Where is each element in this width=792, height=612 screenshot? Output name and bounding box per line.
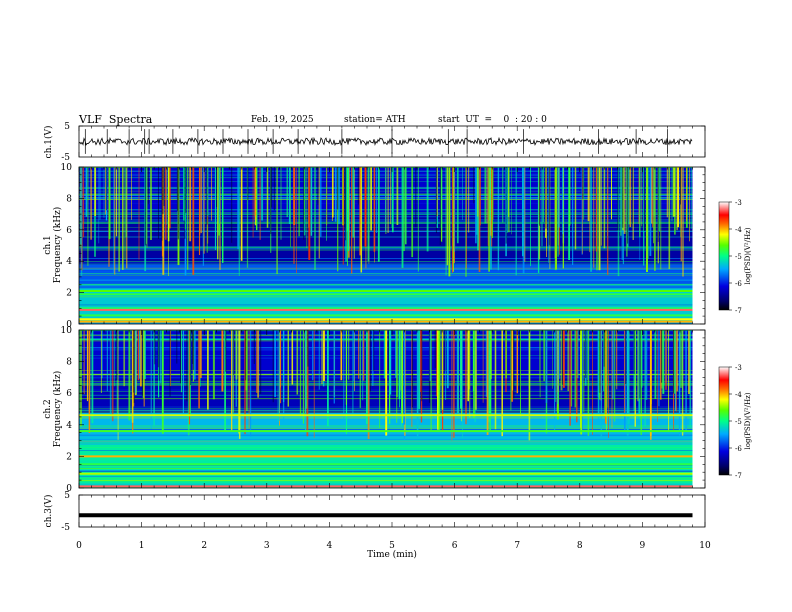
y-tick-label: 5 bbox=[64, 122, 70, 132]
no-data-region bbox=[692, 167, 705, 324]
x-tick-label: 3 bbox=[264, 541, 270, 551]
x-tick-label: 4 bbox=[327, 541, 333, 551]
y-tick-label: 10 bbox=[61, 163, 73, 173]
spectrogram-background-row bbox=[79, 296, 693, 301]
no-data-region bbox=[692, 330, 705, 488]
colorbar-tick-label: -5 bbox=[735, 418, 742, 426]
ch1-spectrogram-ylabel: ch.1Frequency (kHz) bbox=[43, 207, 63, 284]
spectrogram-background-row bbox=[79, 280, 693, 286]
ch1-spectrogram bbox=[79, 167, 705, 324]
x-tick-label: 2 bbox=[201, 541, 207, 551]
y-tick-label: 5 bbox=[64, 491, 70, 501]
spectrogram-background-row bbox=[79, 460, 693, 465]
y-tick-label: -5 bbox=[61, 153, 70, 163]
axis-ticks: 0 1 2 3 4 5 6 7 8 9 10024681002468105-55-5-3-4-5-6… bbox=[61, 122, 743, 551]
y-tick-label: 6 bbox=[66, 226, 72, 236]
spectrogram-background-row bbox=[79, 233, 693, 239]
ch1-colorbar-gradient bbox=[718, 201, 730, 311]
x-tick-label: 7 bbox=[514, 541, 520, 551]
y-tick-label: 4 bbox=[66, 421, 72, 431]
spectrogram-background-row bbox=[79, 456, 693, 461]
ch1-colorbar bbox=[718, 201, 730, 311]
x-tick-label: 1 bbox=[139, 541, 145, 551]
spectrogram-background-row bbox=[79, 304, 693, 309]
y-tick-label: 2 bbox=[66, 289, 72, 299]
spectrogram-background-row bbox=[79, 261, 693, 266]
colorbar-tick-label: -6 bbox=[735, 445, 742, 453]
y-tick-label: 2 bbox=[66, 452, 72, 462]
y-tick-label: 0 bbox=[66, 484, 72, 494]
ch2-colorbar bbox=[718, 366, 730, 476]
date-label: Feb. 19, 2025 bbox=[251, 115, 314, 125]
x-tick-label: 8 bbox=[577, 541, 583, 551]
y-tick-label: 8 bbox=[66, 358, 72, 368]
colorbar-tick-label: -3 bbox=[735, 364, 742, 372]
spectrogram-background-row bbox=[79, 444, 693, 450]
spectrogram-background-row bbox=[79, 464, 693, 469]
spectrogram-background-row bbox=[79, 253, 693, 258]
x-tick-label: 9 bbox=[640, 541, 646, 551]
ch3-waveform-ylabel: ch.3(V) bbox=[43, 495, 54, 528]
ch2-spectrogram-ylabel: ch.2Frequency (kHz) bbox=[43, 371, 63, 448]
ch1-colorbar-label: log(PSD)(V²/Hz) bbox=[744, 227, 752, 284]
colorbar-tick-label: -4 bbox=[735, 391, 742, 399]
ch1-waveform-ylabel: ch.1(V) bbox=[43, 126, 54, 159]
spectrogram-background-row bbox=[79, 436, 693, 442]
ch2-spectrogram bbox=[79, 330, 705, 488]
spectrogram-background-row bbox=[79, 257, 693, 262]
x-tick-label: 0 bbox=[76, 541, 82, 551]
station-label: station= ATH bbox=[344, 115, 406, 125]
y-tick-label: -5 bbox=[61, 523, 70, 533]
spectrogram-background-row bbox=[79, 452, 693, 457]
colorbar-tick-label: -6 bbox=[735, 280, 742, 288]
y-tick-label: 0 bbox=[66, 320, 72, 330]
colorbar-tick-label: -4 bbox=[735, 226, 742, 234]
ch1-waveform-line bbox=[78, 136, 693, 147]
start-time-label: start UT = 0 : 20 : 0 bbox=[438, 115, 547, 125]
ch2-colorbar-gradient bbox=[718, 366, 730, 476]
spectrogram-background-row bbox=[79, 241, 693, 247]
x-tick-label: 5 bbox=[389, 541, 395, 551]
x-axis-label: Time (min) bbox=[367, 549, 417, 560]
y-tick-label: 6 bbox=[66, 389, 72, 399]
colorbar-tick-label: -5 bbox=[735, 253, 742, 261]
chart-title: VLF Spectra bbox=[79, 113, 153, 126]
colorbar-tick-label: -3 bbox=[735, 199, 742, 207]
ch2-colorbar-label: log(PSD)(V²/Hz) bbox=[744, 392, 752, 449]
spectrogram-background-row bbox=[79, 265, 693, 270]
spectrogram-background-row bbox=[79, 237, 693, 243]
spectrogram-background-row bbox=[79, 276, 693, 282]
y-tick-label: 8 bbox=[66, 194, 72, 204]
spectrogram-background-row bbox=[79, 249, 693, 254]
x-tick-label: 10 bbox=[699, 541, 711, 551]
colorbar-tick-label: -7 bbox=[735, 472, 742, 480]
ch1-waveform-trace bbox=[78, 129, 693, 154]
y-tick-label: 4 bbox=[66, 257, 72, 267]
colorbar-tick-label: -7 bbox=[735, 307, 742, 315]
spectrogram-background-row bbox=[79, 269, 693, 274]
x-tick-label: 6 bbox=[452, 541, 458, 551]
spectrogram-background-row bbox=[79, 480, 693, 485]
y-tick-label: 10 bbox=[61, 326, 73, 336]
spectrogram-background-row bbox=[79, 300, 693, 305]
